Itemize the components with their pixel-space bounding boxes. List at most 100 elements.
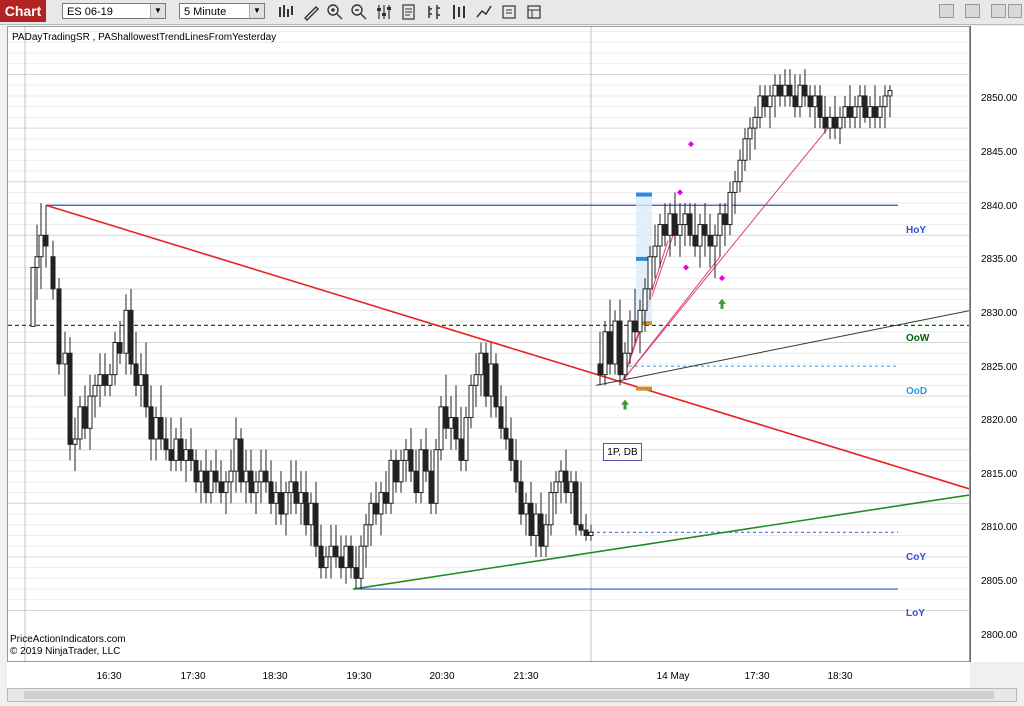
scroll-thumb[interactable] (24, 691, 994, 699)
watermark-copyright: © 2019 NinjaTrader, LLC (10, 646, 121, 657)
candle-body (772, 84, 778, 97)
candle-body (308, 502, 314, 526)
candle-body (852, 106, 858, 118)
candle-body (692, 234, 698, 247)
horizontal-scrollbar[interactable] (7, 688, 1017, 702)
candle-body (82, 406, 88, 429)
candle-body (228, 470, 234, 483)
chart-tab[interactable]: Chart (0, 0, 46, 22)
interval-value: 5 Minute (184, 6, 227, 18)
candle-body (857, 95, 863, 108)
candle-body (243, 470, 249, 483)
candle-body (383, 492, 389, 504)
close-icon[interactable] (991, 4, 1006, 18)
candle-body (288, 481, 294, 494)
candle-body (707, 234, 713, 247)
candle-body (677, 224, 683, 236)
candle-body (203, 470, 209, 494)
candle-body (493, 363, 499, 408)
instrument-selector[interactable]: ES 06-19 ▼ (62, 3, 166, 19)
watermark-site: PriceActionIndicators.com (10, 634, 126, 645)
candle-body (787, 84, 793, 97)
candle-body (278, 492, 284, 515)
candle-body (303, 492, 309, 526)
candle-body (163, 438, 169, 451)
candle-body (198, 470, 204, 483)
candle-body (293, 481, 299, 504)
candle-body (178, 438, 184, 461)
candle-body (877, 106, 883, 118)
restore-icon[interactable] (939, 4, 954, 18)
time-axis[interactable]: 16:30 17:30 18:30 19:30 20:30 21:30 14 M… (7, 662, 970, 688)
properties-icon[interactable] (375, 3, 393, 21)
candle-body (727, 191, 733, 226)
candle-body (817, 95, 823, 118)
candle-body (87, 395, 93, 429)
close-window-icon[interactable] (1008, 4, 1022, 18)
buy-arrow (718, 298, 726, 309)
price-axis[interactable]: 2850.00 2845.00 2840.00 2835.00 2830.00 … (970, 26, 1024, 662)
candle-body (757, 95, 763, 118)
performance-icon[interactable] (475, 3, 493, 21)
maximize-icon[interactable] (965, 4, 980, 18)
candle-body (862, 95, 868, 118)
candle-body (463, 417, 469, 461)
candle-body (602, 331, 608, 376)
bars-type-icon[interactable] (277, 3, 295, 21)
candle-body (503, 427, 509, 440)
price-tick: 2810.00 (981, 522, 1018, 533)
candle-body (687, 213, 693, 236)
price-tick: 2825.00 (981, 362, 1018, 373)
candle-body (213, 470, 219, 483)
zoom-in-icon[interactable] (326, 3, 344, 21)
level-label-loy: LoY (906, 608, 925, 619)
price-tick: 2800.00 (981, 630, 1018, 641)
candle-body (418, 449, 424, 494)
chevron-down-icon: ▼ (249, 4, 264, 18)
price-tick: 2805.00 (981, 576, 1018, 587)
candle-body (34, 256, 40, 268)
candle-body (672, 213, 678, 236)
zoom-out-icon[interactable] (350, 3, 368, 21)
candle-body (468, 384, 474, 419)
candle-body (72, 438, 78, 445)
fan-line (622, 127, 829, 381)
data-box-icon[interactable] (500, 3, 518, 21)
candle-body (827, 116, 833, 129)
black-trendline (595, 310, 969, 386)
trade-icon[interactable] (450, 3, 468, 21)
candle-body (498, 406, 504, 429)
candle-body (30, 266, 36, 327)
candle-body (513, 459, 519, 483)
green-trendline (352, 494, 969, 590)
candle-body (812, 95, 818, 108)
candle-body (413, 470, 419, 494)
draw-tool-icon[interactable] (302, 3, 320, 21)
candle-body (423, 449, 429, 472)
candle-body (612, 320, 618, 365)
candle-body (77, 406, 83, 440)
candle-body (528, 502, 534, 536)
candle-body (508, 438, 514, 461)
candle-body (428, 470, 434, 504)
strategies-icon[interactable] (400, 3, 418, 21)
price-tick: 2850.00 (981, 93, 1018, 104)
signal-diamond (677, 189, 683, 196)
candle-body (682, 213, 688, 226)
candle-body (453, 417, 459, 440)
candle-body (208, 470, 214, 494)
candle-body (752, 116, 758, 129)
chart-panel[interactable] (7, 26, 970, 662)
time-tick: 14 May (656, 671, 690, 682)
candle-body (722, 213, 728, 226)
price-tick: 2835.00 (981, 254, 1018, 265)
candle-body (583, 529, 589, 536)
indicators-icon[interactable] (425, 3, 443, 21)
candle-body (343, 545, 349, 569)
interval-selector[interactable]: 5 Minute ▼ (179, 3, 265, 19)
candle-body (112, 342, 118, 376)
price-tick: 2815.00 (981, 469, 1018, 480)
templates-icon[interactable] (525, 3, 543, 21)
candle-body (233, 438, 239, 472)
candle-body (573, 481, 579, 526)
